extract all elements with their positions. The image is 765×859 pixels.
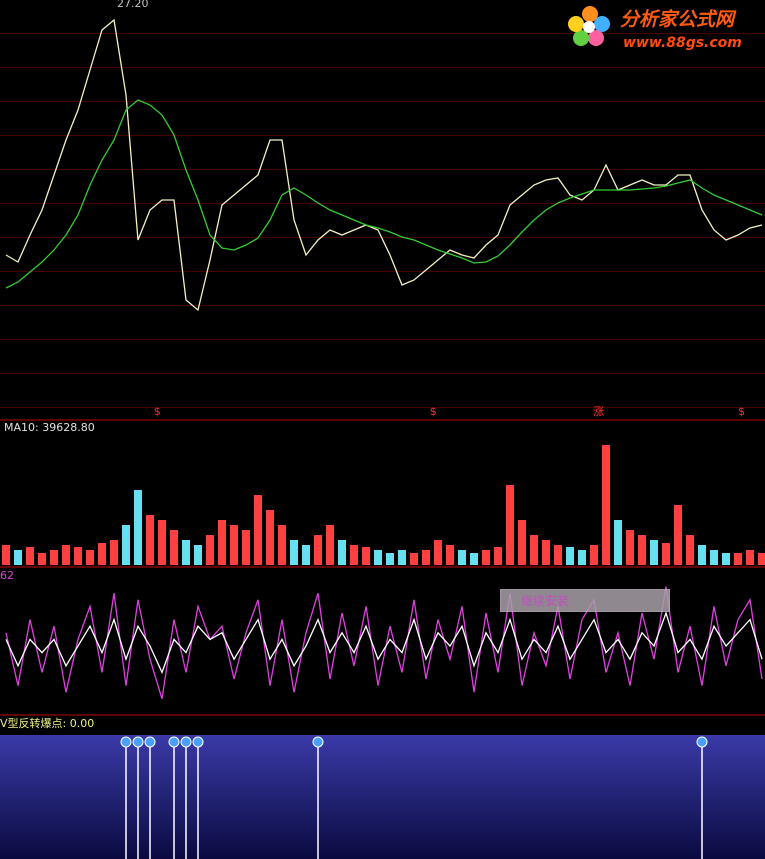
volume-bar — [302, 545, 310, 565]
signal-marker — [144, 736, 156, 748]
volume-bar — [482, 550, 490, 565]
line — [5, 99, 763, 289]
signal-marker — [696, 736, 708, 748]
volume-bar — [230, 525, 238, 565]
volume-bar — [434, 540, 442, 565]
line — [5, 610, 763, 675]
signal-marker — [180, 736, 192, 748]
pane-title: 62 — [0, 569, 14, 582]
volume-bar — [314, 535, 322, 565]
volume-bar — [182, 540, 190, 565]
volume-bar — [374, 550, 382, 565]
peak-label: 27.20 — [117, 0, 149, 10]
volume-bar — [386, 553, 394, 565]
volume-bar — [674, 505, 682, 565]
volume-bar — [254, 495, 262, 565]
volume-bar — [146, 515, 154, 565]
volume-bar — [218, 520, 226, 565]
volume-bar — [494, 547, 502, 565]
volume-bar — [518, 520, 526, 565]
volume-bar — [746, 550, 754, 565]
price-grid — [0, 0, 765, 420]
volume-bar — [686, 535, 694, 565]
volume-bar — [410, 553, 418, 565]
volume-bar — [26, 547, 34, 565]
watermark-url: www.88gs.com — [623, 35, 742, 51]
volume-bar — [734, 553, 742, 565]
volume-bar — [98, 543, 106, 565]
volume-bar — [242, 530, 250, 565]
volume-bar — [14, 550, 22, 565]
volume-bar — [542, 540, 550, 565]
volume-bar — [110, 540, 118, 565]
volume-bar — [86, 550, 94, 565]
volume-bar — [350, 545, 358, 565]
volume-bar — [614, 520, 622, 565]
volume-bar — [554, 545, 562, 565]
volume-bar — [290, 540, 298, 565]
signal-marker — [168, 736, 180, 748]
volume-bar — [194, 545, 202, 565]
volume-bar — [278, 525, 286, 565]
volume-bar — [122, 525, 130, 565]
signal-marker — [312, 736, 324, 748]
volume-bar — [50, 550, 58, 565]
volume-bar — [398, 550, 406, 565]
volume-bar — [338, 540, 346, 565]
line — [5, 18, 763, 312]
volume-bar — [590, 545, 598, 565]
volume-bar — [458, 550, 466, 565]
volume-bar — [626, 530, 634, 565]
volume-bar — [650, 540, 658, 565]
volume-bar — [578, 550, 586, 565]
signal-label: $ — [430, 405, 437, 418]
volume-bar — [170, 530, 178, 565]
volume-bar — [206, 535, 214, 565]
volume-bar — [470, 553, 478, 565]
signal-pane — [0, 735, 765, 859]
install-button[interactable]: 继续安装 — [500, 589, 670, 612]
volume-bar — [722, 553, 730, 565]
watermark-name: 分析家公式网 — [620, 9, 737, 31]
pane-title: V型反转爆点: 0.00 — [0, 716, 94, 730]
volume-bar — [74, 547, 82, 565]
volume-bar — [662, 543, 670, 565]
signal-label: $ — [154, 405, 161, 418]
signal-marker — [132, 736, 144, 748]
volume-bar — [62, 545, 70, 565]
volume-bar — [566, 547, 574, 565]
pane-title: MA10: 39628.80 — [4, 421, 95, 434]
volume-bar — [710, 550, 718, 565]
volume-bar — [38, 553, 46, 565]
volume-bar — [2, 545, 10, 565]
volume-bar — [758, 553, 765, 565]
volume-bar — [422, 550, 430, 565]
volume-bar — [530, 535, 538, 565]
volume-bar — [266, 510, 274, 565]
volume-bar — [326, 525, 334, 565]
volume-bar — [446, 545, 454, 565]
volume-bar — [158, 520, 166, 565]
signal-marker — [192, 736, 204, 748]
signal-label: 涨 — [593, 405, 604, 418]
signal-label: $ — [738, 405, 745, 418]
volume-bar — [602, 445, 610, 565]
volume-bar — [698, 545, 706, 565]
signal-marker — [120, 736, 132, 748]
volume-bar — [362, 547, 370, 565]
logo — [568, 6, 610, 46]
volume-bar — [134, 490, 142, 565]
volume-bar — [506, 485, 514, 565]
volume-bar — [638, 535, 646, 565]
